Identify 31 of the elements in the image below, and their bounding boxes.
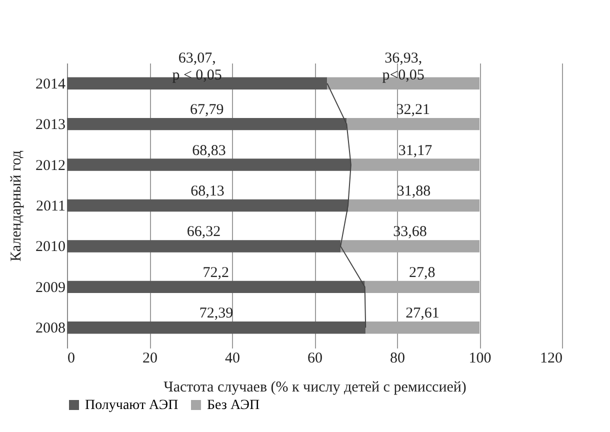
x-tick-label: 40 — [225, 350, 240, 366]
y-tick-label: 2008 — [36, 320, 66, 337]
legend-label: Получают АЭП — [85, 398, 178, 413]
x-tick-label: 100 — [468, 350, 492, 366]
x-tick-label: 120 — [540, 350, 562, 366]
data-label: 72,2 — [202, 264, 230, 281]
data-label: 31,88 — [396, 184, 431, 200]
x-tick-label: 20 — [142, 350, 158, 366]
data-label: 31,17 — [398, 142, 433, 159]
y-tick-label: 2014 — [36, 76, 66, 92]
y-tick-label: 2011 — [36, 198, 66, 214]
data-label: 68,13 — [190, 184, 224, 200]
data-label: 68,83 — [192, 142, 226, 159]
y-tick-label: 2013 — [36, 117, 66, 134]
annotation: 36,93, p<0,05 — [382, 50, 424, 84]
x-tick-label: 60 — [308, 350, 322, 366]
y-tick-label: 2012 — [36, 158, 66, 174]
x-tick-label: 0 — [68, 350, 75, 366]
data-label: 32,21 — [396, 102, 430, 118]
data-label: 66,32 — [186, 224, 221, 240]
data-label: 72,39 — [199, 306, 234, 322]
y-tick-label: 2010 — [36, 239, 66, 256]
x-tick-label: 80 — [390, 350, 405, 366]
y-axis-title: Календарный год — [8, 150, 24, 262]
data-label: 67,79 — [190, 102, 224, 118]
data-label: 27,8 — [409, 264, 436, 281]
y-tick-label: 2009 — [36, 280, 66, 296]
x-axis-title: Частота случаев (% к числу детей с ремиссией) — [164, 380, 466, 396]
legend-label: Без АЭП — [207, 398, 260, 413]
data-label: 33,68 — [393, 224, 427, 240]
data-label: 27,61 — [406, 306, 440, 322]
